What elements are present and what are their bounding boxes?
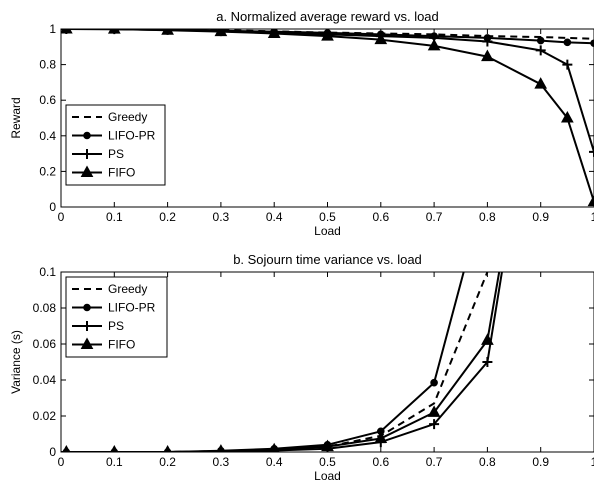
y-tick-label: 0.08: [33, 301, 57, 315]
data-point-fifo: [321, 29, 334, 41]
plot-area: [61, 29, 594, 207]
x-tick-label: 0: [58, 455, 65, 469]
x-tick-label: 0.7: [426, 210, 443, 224]
legend-marker-ps: [82, 321, 92, 331]
y-tick-label: 0.04: [33, 373, 57, 387]
y-tick-label: 0.4: [39, 129, 56, 143]
x-tick-label: 0.4: [266, 210, 283, 224]
data-point-fifo: [427, 405, 441, 417]
x-tick-label: 1: [591, 210, 594, 224]
y-tick-label: 0.1: [39, 265, 56, 279]
x-tick-label: 0.1: [106, 455, 123, 469]
y-axis-label: Reward: [9, 97, 23, 138]
x-tick-label: 0.8: [479, 455, 496, 469]
legend-marker-ps: [82, 149, 92, 159]
data-point-lifo-pr: [430, 378, 438, 387]
y-tick-label: 0: [49, 200, 56, 214]
x-tick-label: 0.7: [426, 455, 443, 469]
chart-variance-vs-load: b. Sojourn time variance vs. load Load V…: [9, 252, 594, 483]
data-point-fifo: [561, 110, 574, 123]
data-point-fifo: [267, 29, 281, 38]
legend-marker-lifo-pr: [83, 131, 91, 140]
x-tick-label: 0.3: [213, 455, 230, 469]
legend-label-greedy: Greedy: [108, 282, 147, 296]
data-point-ps: [589, 146, 594, 157]
y-tick-label: 0.8: [39, 58, 56, 72]
data-point-fifo: [269, 442, 280, 452]
data-point-fifo: [62, 444, 71, 452]
y-tick-label: 0.06: [33, 337, 57, 351]
data-point-fifo: [161, 29, 174, 35]
x-tick-label: 0.9: [532, 455, 549, 469]
chart-title: b. Sojourn time variance vs. load: [233, 252, 422, 267]
x-tick-label: 1: [591, 455, 594, 469]
legend-label-ps: PS: [108, 319, 124, 333]
x-axis-label: Load: [314, 224, 341, 238]
data-point-ps: [429, 419, 440, 430]
y-tick-label: 0.6: [39, 93, 56, 107]
data-point-fifo: [481, 333, 494, 345]
data-point-lifo-pr: [536, 36, 545, 45]
y-axis-label: Variance (s): [9, 330, 23, 394]
y-tick-label: 0: [49, 445, 56, 459]
legend-label-fifo: FIFO: [108, 166, 135, 180]
data-point-ps: [482, 36, 493, 47]
plot-area: [61, 272, 503, 452]
data-point-fifo: [163, 444, 172, 452]
x-tick-label: 0.4: [266, 455, 283, 469]
data-point-fifo: [481, 49, 494, 62]
x-tick-label: 0: [58, 210, 65, 224]
data-point-fifo: [534, 77, 548, 89]
x-tick-label: 0.3: [213, 210, 230, 224]
data-point-fifo: [427, 38, 441, 51]
data-point-fifo: [107, 29, 121, 34]
data-point-fifo: [61, 29, 73, 34]
series-line-fifo: [66, 272, 501, 452]
legend-marker-fifo: [80, 165, 94, 177]
data-point-fifo: [214, 29, 228, 37]
series-line-ps: [66, 272, 503, 452]
x-tick-label: 0.2: [159, 210, 176, 224]
data-point-fifo: [374, 32, 388, 45]
series-line-fifo: [66, 29, 594, 202]
x-tick-label: 0.5: [319, 210, 336, 224]
x-axis-label: Load: [314, 469, 341, 483]
chart-reward-vs-load: a. Normalized average reward vs. load Lo…: [9, 9, 594, 238]
data-point-ps: [482, 357, 493, 367]
legend-marker-lifo-pr: [83, 303, 91, 312]
legend-label-fifo: FIFO: [108, 338, 135, 352]
data-point-fifo: [321, 439, 334, 452]
x-tick-label: 0.1: [106, 210, 123, 224]
legend-label-greedy: Greedy: [108, 110, 147, 124]
legend-label-lifo-pr: LIFO-PR: [108, 129, 156, 143]
x-tick-label: 0.5: [319, 455, 336, 469]
y-tick-label: 0.2: [39, 164, 56, 178]
data-point-ps: [535, 45, 546, 56]
x-tick-label: 0.9: [532, 210, 549, 224]
data-point-fifo: [110, 444, 119, 452]
legend-marker-fifo: [80, 337, 94, 349]
legend-label-lifo-pr: LIFO-PR: [108, 301, 156, 315]
data-point-lifo-pr: [590, 39, 594, 48]
x-tick-label: 0.2: [159, 455, 176, 469]
data-point-fifo: [216, 444, 226, 452]
data-point-lifo-pr: [563, 38, 572, 47]
data-point-fifo: [374, 431, 388, 443]
data-point-fifo: [587, 194, 594, 207]
y-tick-label: 1: [49, 22, 56, 36]
chart-title: a. Normalized average reward vs. load: [216, 9, 439, 24]
x-tick-label: 0.6: [372, 455, 389, 469]
x-tick-label: 0.8: [479, 210, 496, 224]
x-tick-label: 0.6: [372, 210, 389, 224]
data-point-ps: [562, 59, 573, 70]
y-tick-label: 0.02: [33, 409, 57, 423]
legend-label-ps: PS: [108, 147, 124, 161]
